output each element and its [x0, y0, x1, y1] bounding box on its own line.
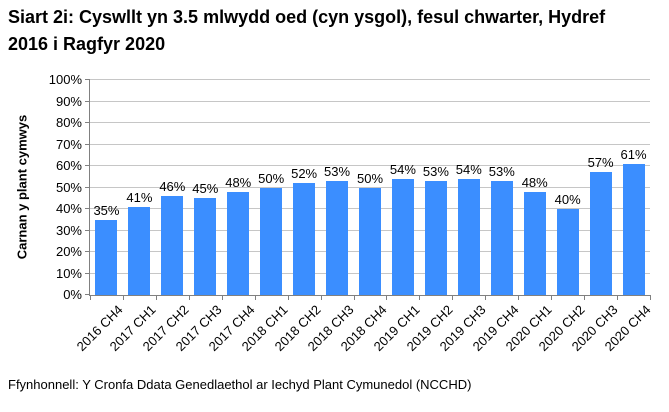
x-tick-mark [584, 296, 586, 300]
y-tick-mark [85, 272, 90, 274]
x-tick-mark [617, 296, 619, 300]
y-tick-label: 60% [55, 158, 82, 173]
bar [161, 196, 184, 295]
bar-value-label: 52% [291, 166, 318, 182]
y-tick-label: 50% [55, 179, 82, 195]
x-tick-mark [155, 296, 157, 300]
y-tick-label: 70% [55, 136, 82, 152]
bar-value-label: 45% [192, 181, 219, 197]
y-tick-mark [85, 100, 90, 102]
x-tick-mark [452, 296, 454, 300]
bar [95, 219, 118, 295]
bar [227, 191, 250, 295]
x-tick-mark [353, 296, 355, 300]
y-tick-label: 0% [63, 287, 82, 302]
y-axis-line [89, 79, 90, 296]
bar [293, 183, 316, 295]
x-tick-mark [485, 296, 487, 300]
bar [128, 206, 151, 295]
y-tick-mark [85, 79, 90, 80]
bar-value-label: 61% [620, 146, 647, 162]
x-tick-mark [287, 296, 289, 300]
bar-value-label: 50% [258, 170, 285, 186]
source-note: Ffynhonnell: Y Cronfa Ddata Genedlaethol… [8, 377, 472, 392]
y-gridline [90, 122, 650, 123]
x-tick-mark [221, 296, 223, 300]
bar-value-label: 53% [488, 164, 515, 180]
bar [260, 187, 283, 295]
bar [490, 181, 513, 295]
y-tick-label: 80% [55, 115, 82, 130]
bar [326, 181, 349, 295]
x-tick-mark [188, 296, 190, 300]
x-tick-mark [650, 296, 651, 300]
y-gridline [90, 165, 650, 166]
x-axis-line [90, 295, 651, 296]
y-tick-label: 10% [55, 265, 82, 281]
y-tick-mark [85, 208, 90, 209]
x-tick-mark [386, 296, 388, 300]
y-gridline [90, 143, 650, 145]
bar [523, 191, 546, 295]
bar-value-label: 40% [554, 192, 581, 207]
bar-value-label: 57% [587, 155, 614, 171]
y-tick-label: 40% [55, 201, 82, 216]
x-tick-mark [551, 296, 553, 300]
y-tick-label: 30% [55, 222, 82, 238]
bar-value-label: 48% [521, 174, 548, 190]
y-tick-mark [85, 229, 90, 231]
chart-title: Siart 2i: Cyswllt yn 3.5 mlwydd oed (cyn… [8, 7, 606, 54]
bar-value-label: 54% [389, 161, 416, 177]
bar [359, 187, 381, 295]
bar-value-label: 41% [126, 189, 153, 205]
bar-value-label: 48% [225, 174, 252, 190]
x-tick-mark [518, 296, 520, 300]
bar [589, 172, 612, 295]
x-tick-mark [90, 296, 91, 300]
bar [424, 181, 447, 295]
y-tick-mark [85, 186, 90, 188]
y-gridline [90, 186, 650, 188]
y-tick-label: 100% [48, 72, 82, 87]
y-tick-mark [85, 122, 90, 123]
bar [556, 209, 579, 295]
bar-value-label: 35% [93, 202, 120, 218]
x-tick-mark [320, 296, 322, 300]
bar-value-label: 54% [455, 161, 482, 177]
bar-value-label: 50% [356, 170, 384, 186]
bar-value-label: 53% [324, 164, 351, 180]
y-tick-mark [85, 251, 90, 252]
y-gridline [90, 79, 650, 80]
bar [622, 163, 645, 295]
bar-value-label: 46% [159, 179, 186, 195]
x-tick-mark [254, 296, 256, 300]
y-tick-label: 20% [55, 244, 82, 259]
y-tick-mark [85, 143, 90, 145]
y-tick-label: 90% [55, 93, 82, 109]
bar [194, 198, 217, 295]
bar-value-label: 53% [422, 164, 449, 180]
x-tick-mark [122, 296, 124, 300]
y-gridline [90, 100, 650, 102]
y-tick-mark [85, 165, 90, 166]
y-tick-mark [85, 294, 90, 295]
x-tick-mark [419, 296, 421, 300]
bar [457, 178, 480, 295]
bar [391, 178, 414, 295]
